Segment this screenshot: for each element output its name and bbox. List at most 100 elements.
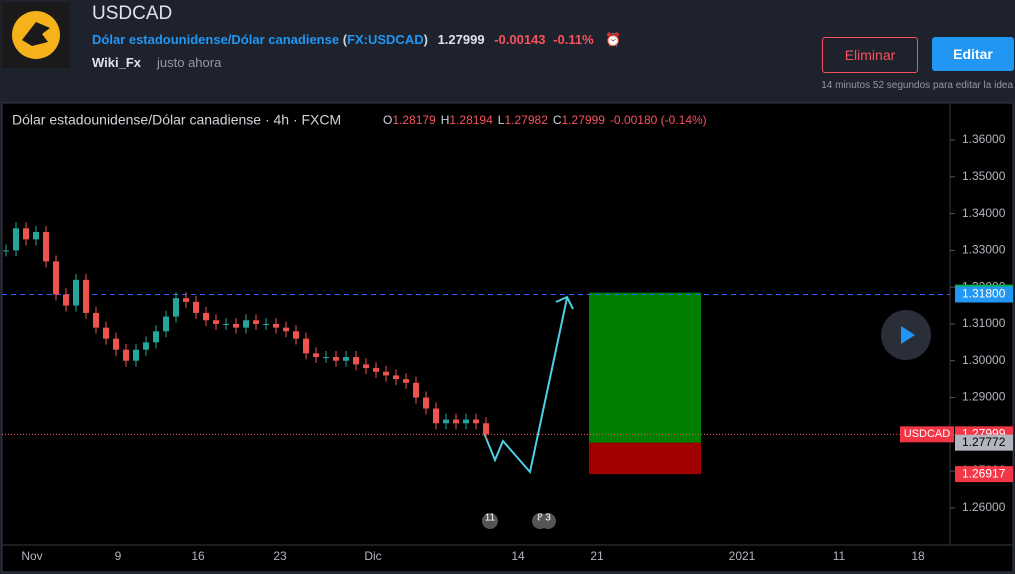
y-tick-label: 1.33000 — [962, 243, 1006, 257]
candle — [73, 279, 79, 306]
candle — [303, 338, 309, 354]
time: justo ahora — [157, 55, 222, 70]
legend-title: Dólar estadounidense/Dólar canadiense · … — [12, 112, 341, 128]
forecast-arrow — [483, 297, 568, 475]
x-tick-label: 11 — [833, 549, 846, 563]
legend-low: 1.27982 — [504, 113, 548, 127]
alert-icon[interactable]: ⏰ — [605, 32, 622, 47]
x-tick-label: 18 — [911, 549, 925, 563]
candle — [153, 331, 159, 343]
x-tick-label: 21 — [590, 549, 604, 563]
candle — [43, 231, 49, 262]
target-zone — [589, 292, 701, 443]
candle — [13, 228, 19, 251]
candle — [83, 279, 89, 313]
x-tick-label: 2021 — [729, 549, 756, 563]
candle — [283, 327, 289, 332]
alert-tag — [955, 286, 1013, 303]
exchange[interactable]: FX:USDCAD — [347, 32, 424, 47]
alert-tag-label: 1.31800 — [962, 287, 1006, 301]
candle — [363, 364, 369, 369]
legend-high-label: H — [441, 113, 450, 127]
x-tick-label: Nov — [21, 549, 42, 563]
candle — [293, 331, 299, 339]
candle — [393, 375, 399, 380]
candle — [103, 327, 109, 339]
candle — [243, 320, 249, 328]
symbol: USDCAD — [92, 3, 173, 24]
candle — [123, 349, 129, 361]
candle — [453, 419, 459, 424]
candle — [3, 250, 9, 252]
logo-icon — [12, 11, 60, 59]
symbol-tag-label: USDCAD — [904, 428, 951, 440]
candle — [253, 320, 259, 324]
paren: ( — [342, 32, 348, 47]
candle — [53, 261, 59, 295]
stop-tag — [955, 466, 1013, 483]
candle — [413, 382, 419, 398]
symbol-tag — [900, 426, 954, 443]
event-badge — [540, 513, 556, 529]
event-label: 8 — [537, 513, 543, 524]
candle — [483, 423, 489, 435]
legend-close: 1.27999 — [562, 113, 606, 127]
delete-button[interactable]: Eliminar — [822, 37, 918, 73]
stop-zone — [589, 442, 701, 475]
legend-change: -0.00180 (-0.14%) — [610, 113, 707, 127]
legend-high: 1.28194 — [449, 113, 493, 127]
change-pct: -0.11% — [553, 32, 594, 47]
x-tick-label: 16 — [191, 549, 205, 563]
author[interactable]: Wiki_Fx — [92, 55, 142, 70]
play-icon — [901, 326, 915, 344]
candle — [193, 301, 199, 313]
candle — [203, 312, 209, 321]
y-tick-label: 1.34000 — [962, 206, 1006, 220]
candle — [313, 353, 319, 358]
candle — [133, 349, 139, 361]
y-tick-label: 1.35000 — [962, 169, 1006, 183]
candle — [173, 298, 179, 317]
candle — [143, 342, 149, 350]
paren: ) — [423, 32, 428, 47]
legend-open: 1.28179 — [392, 113, 436, 127]
x-tick-label: Dic — [364, 549, 381, 563]
y-tick-label: 1.30000 — [962, 353, 1006, 367]
chart: Dólar estadounidense/Dólar canadiense · … — [1, 102, 1014, 573]
candle — [423, 397, 429, 409]
candle — [473, 419, 479, 424]
candle — [373, 368, 379, 372]
header: USDCAD Dólar estadounidense/Dólar canadi… — [0, 0, 1015, 101]
edit-button[interactable]: Editar — [932, 37, 1014, 71]
candle — [233, 323, 239, 328]
candle — [323, 357, 329, 359]
candle — [443, 419, 449, 424]
arrow-head — [555, 295, 574, 310]
description[interactable]: Dólar estadounidense/Dólar canadiense — [92, 32, 340, 47]
candle — [213, 320, 219, 324]
candle — [433, 408, 439, 424]
candle — [183, 298, 189, 302]
candle — [403, 379, 409, 383]
x-tick-label: 9 — [115, 549, 122, 563]
legend-open-label: O — [383, 113, 392, 127]
y-tick-label: 1.36000 — [962, 132, 1006, 146]
candle — [93, 312, 99, 328]
event-label: 3 — [545, 513, 551, 524]
y-tick-label: 1.31000 — [962, 316, 1006, 330]
y-tick-label: 1.29000 — [962, 390, 1006, 404]
candle — [333, 357, 339, 361]
legend-close-label: C — [553, 113, 562, 127]
candle — [63, 294, 69, 306]
candle — [263, 323, 269, 325]
candle — [383, 371, 389, 376]
chart-background — [1, 102, 1014, 573]
entry-tag-label: 1.27772 — [962, 435, 1006, 449]
candle — [463, 419, 469, 424]
event-badge — [482, 513, 498, 529]
price: 1.27999 — [437, 32, 485, 47]
candle — [33, 231, 39, 240]
y-tick-label: 1.26000 — [962, 500, 1006, 514]
entry-tag — [955, 434, 1013, 451]
